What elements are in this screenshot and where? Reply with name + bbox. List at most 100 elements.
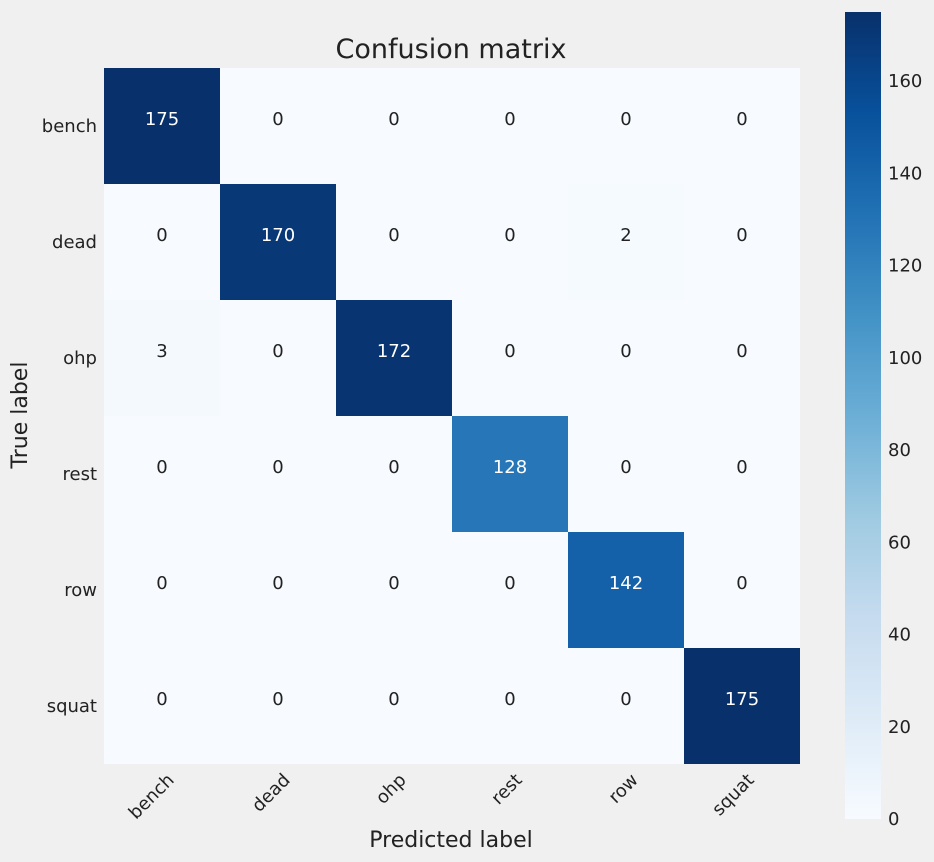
colorbar-tick-label: 60	[888, 532, 911, 553]
heatmap-cell-rest-dead	[220, 416, 336, 532]
cell-value-label: 0	[156, 573, 167, 594]
heatmap-cell-squat-row	[568, 648, 684, 764]
heatmap-cell-bench-squat	[684, 68, 800, 184]
heatmap-cell-ohp-ohp	[336, 300, 452, 416]
heatmap-cell-dead-bench	[104, 184, 220, 300]
cell-value-label: 0	[504, 225, 515, 246]
y-tick-label-bench: bench	[42, 116, 97, 137]
heatmap-cell-squat-bench	[104, 648, 220, 764]
cell-value-label: 0	[504, 109, 515, 130]
cell-value-label: 2	[620, 225, 631, 246]
heatmap-cell-row-rest	[452, 532, 568, 648]
cell-value-label: 172	[377, 341, 411, 362]
colorbar-tick-label: 120	[888, 256, 922, 277]
colorbar-tick-labels: 0 20 40 60 80 100 120 140 160	[888, 71, 922, 830]
x-tick-label-squat: squat	[708, 770, 758, 820]
cell-value-label: 175	[145, 109, 179, 130]
cell-value-labels: 175 0 0 0 0 0 0 170 0 0 2 0 3 0 172 0 0 0 0 0 0 128 0 0 0 0 0 0 142 0…	[145, 109, 759, 710]
y-tick-label-ohp: ohp	[63, 348, 97, 369]
x-axis-label: Predicted label	[369, 828, 532, 853]
cell-value-label: 0	[736, 225, 747, 246]
heatmap-cell-row-ohp	[336, 532, 452, 648]
heatmap-cell-ohp-dead	[220, 300, 336, 416]
heatmap-cell-bench-rest	[452, 68, 568, 184]
y-tick-label-rest: rest	[62, 464, 97, 485]
heatmap-cell-dead-squat	[684, 184, 800, 300]
cell-value-label: 0	[156, 225, 167, 246]
y-axis-label: True label	[8, 362, 33, 470]
heatmap-cell-bench-dead	[220, 68, 336, 184]
heatmap-cell-ohp-rest	[452, 300, 568, 416]
y-tick-label-squat: squat	[47, 696, 97, 717]
colorbar-tick-label: 160	[888, 71, 922, 92]
cell-value-label: 0	[272, 341, 283, 362]
heatmap-cell-squat-dead	[220, 648, 336, 764]
heatmap-cell-rest-ohp	[336, 416, 452, 532]
heatmap-cell-bench-ohp	[336, 68, 452, 184]
colorbar-tick-label: 80	[888, 440, 911, 461]
cell-value-label: 0	[620, 689, 631, 710]
colorbar-tick-label: 100	[888, 348, 922, 369]
cell-value-label: 0	[620, 457, 631, 478]
colorbar-tick-label: 20	[888, 717, 911, 738]
cell-value-label: 0	[736, 573, 747, 594]
cell-value-label: 0	[388, 225, 399, 246]
cell-value-label: 0	[272, 457, 283, 478]
y-tick-label-row: row	[64, 580, 97, 601]
heatmap-cell-ohp-squat	[684, 300, 800, 416]
heatmap-cell-dead-row	[568, 184, 684, 300]
heatmap-cell-bench-bench	[104, 68, 220, 184]
cell-value-label: 0	[388, 689, 399, 710]
chart-title: Confusion matrix	[336, 34, 567, 65]
colorbar-tick-label: 140	[888, 163, 922, 184]
x-tick-label-ohp: ohp	[372, 770, 411, 809]
heatmap-cell-row-bench	[104, 532, 220, 648]
heatmap-cell-rest-squat	[684, 416, 800, 532]
cell-value-label: 0	[272, 109, 283, 130]
y-tick-labels: bench dead ohp rest row squat	[42, 116, 97, 717]
heatmap-cell-squat-rest	[452, 648, 568, 764]
cell-value-label: 0	[504, 341, 515, 362]
cell-value-label: 0	[620, 109, 631, 130]
colorbar	[845, 12, 881, 819]
heatmap-cell-rest-rest	[452, 416, 568, 532]
heatmap-cell-ohp-bench	[104, 300, 220, 416]
cell-value-label: 175	[725, 689, 759, 710]
heatmap-cell-row-row	[568, 532, 684, 648]
heatmap-cell-ohp-row	[568, 300, 684, 416]
cell-value-label: 0	[388, 457, 399, 478]
y-tick-label-dead: dead	[52, 232, 97, 253]
cell-value-label: 0	[272, 573, 283, 594]
x-tick-label-rest: rest	[487, 770, 526, 809]
heatmap-cell-rest-bench	[104, 416, 220, 532]
cell-value-label: 0	[156, 689, 167, 710]
heatmap-cell-dead-ohp	[336, 184, 452, 300]
x-tick-label-bench: bench	[125, 770, 179, 824]
cell-value-label: 0	[388, 573, 399, 594]
cell-value-label: 0	[620, 341, 631, 362]
cell-value-label: 0	[272, 689, 283, 710]
cell-value-label: 0	[736, 457, 747, 478]
heatmap-cell-row-dead	[220, 532, 336, 648]
heatmap-cell-bench-row	[568, 68, 684, 184]
x-tick-labels: bench dead ohp rest row squat	[125, 770, 759, 824]
cell-value-label: 0	[736, 341, 747, 362]
heatmap-cell-squat-squat	[684, 648, 800, 764]
heatmap-cell-rest-row	[568, 416, 684, 532]
heatmap-cell-dead-dead	[220, 184, 336, 300]
cell-value-label: 0	[504, 573, 515, 594]
heatmap-cell-row-squat	[684, 532, 800, 648]
cell-value-label: 128	[493, 457, 527, 478]
heatmap-cell-squat-ohp	[336, 648, 452, 764]
x-tick-label-dead: dead	[248, 770, 295, 817]
cell-value-label: 0	[504, 689, 515, 710]
x-tick-label-row: row	[605, 770, 643, 808]
cell-value-label: 0	[736, 109, 747, 130]
cell-value-label: 170	[261, 225, 295, 246]
heatmap-cells	[104, 68, 800, 764]
colorbar-tick-label: 40	[888, 625, 911, 646]
cell-value-label: 0	[156, 457, 167, 478]
cell-value-label: 0	[388, 109, 399, 130]
heatmap-cell-dead-rest	[452, 184, 568, 300]
